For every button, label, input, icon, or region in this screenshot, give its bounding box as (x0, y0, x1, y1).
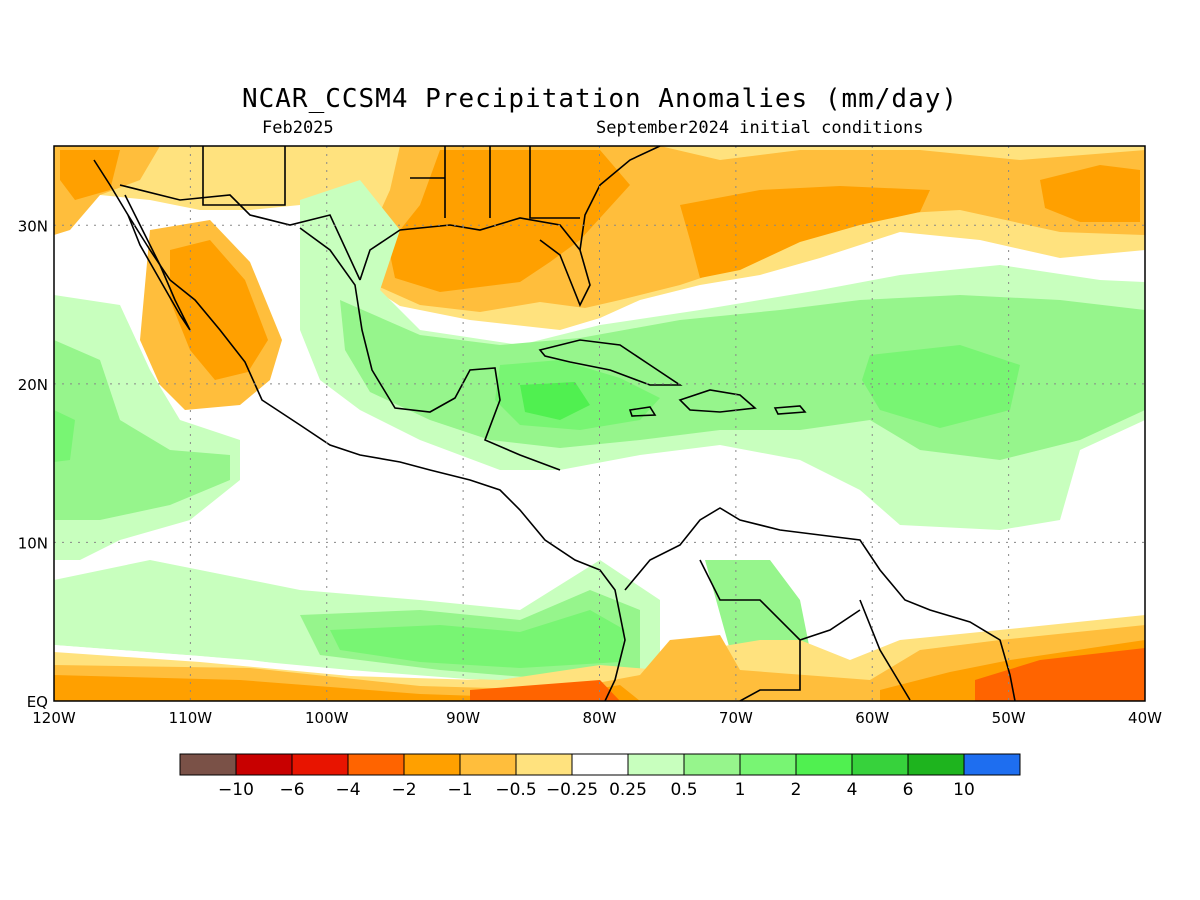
colorbar-label: 0.5 (670, 780, 697, 800)
init-conditions-label: September2024 initial conditions (596, 118, 924, 138)
map-frame (53, 145, 1146, 702)
colorbar-label: 6 (903, 780, 914, 800)
lon-tick-label: 120W (32, 709, 76, 727)
coastline-south-america (624, 507, 1016, 701)
colorbar-swatch (739, 753, 797, 776)
map-title: NCAR_CCSM4 Precipitation Anomalies (mm/d… (241, 84, 959, 114)
colorbar-swatch (347, 753, 405, 776)
coastline-cuba (538, 339, 683, 386)
latitude-labels: 30N 20N 10N EQ (18, 217, 48, 711)
anomaly-area-white-strip (54, 645, 480, 680)
colorbar-swatch (403, 753, 461, 776)
colorbar-swatch (515, 753, 573, 776)
lat-tick-label: 10N (18, 534, 48, 552)
colorbar-swatch (571, 753, 629, 776)
lon-tick-label: 110W (169, 709, 213, 727)
coastline-puerto-rico (773, 405, 807, 415)
anomaly-area-wet-caribbean-moderate (495, 345, 1020, 430)
lon-tick-label: 90W (446, 709, 480, 727)
colorbar-label: 2 (791, 780, 802, 800)
anomaly-area-wet-pacific-moderate (54, 410, 625, 668)
lon-tick-label: 100W (305, 709, 349, 727)
colorbar-label: 10 (953, 780, 975, 800)
anomaly-area-wet-pacific-light (54, 295, 660, 690)
colorbar-label: −6 (279, 780, 304, 800)
colorbar-swatch (459, 753, 517, 776)
anomaly-field (54, 146, 1145, 701)
colorbar-swatch (179, 753, 237, 776)
colorbar-swatch (235, 753, 293, 776)
colorbar-label: 0.25 (609, 780, 647, 800)
colorbar-swatch (683, 753, 741, 776)
colorbar-label: −0.25 (546, 780, 598, 800)
lon-tick-label: 60W (855, 709, 889, 727)
lat-tick-label: 20N (18, 376, 48, 394)
anomaly-area-dry-mexico-strong (170, 240, 268, 380)
border-us-states (202, 146, 580, 219)
colorbar-label: −0.5 (495, 780, 536, 800)
anomaly-area-dry-equator-severe (470, 648, 1145, 701)
colorbar-label: −2 (391, 780, 416, 800)
coastline-mexico-pacific (93, 159, 626, 701)
lon-tick-label: 70W (719, 709, 753, 727)
lon-tick-label: 40W (1128, 709, 1162, 727)
colorbar-label: −10 (218, 780, 254, 800)
coastline-us-atlantic (579, 146, 661, 251)
colorbar: −10 −6 −4 −2 −1 −0.5 −0.25 0.25 0.5 1 2 4 6 10 (179, 753, 1021, 800)
colorbar-swatch (795, 753, 853, 776)
colorbar-swatch (291, 753, 349, 776)
colorbar-label: 4 (847, 780, 858, 800)
colorbar-swatch (963, 753, 1021, 776)
coastline-hispaniola (678, 389, 757, 413)
colorbar-label: 1 (735, 780, 746, 800)
colorbar-label: −1 (447, 780, 472, 800)
lead-month-label: Feb2025 (262, 118, 334, 138)
coastline-jamaica (628, 406, 657, 417)
colorbar-swatch (627, 753, 685, 776)
lat-tick-label: 30N (18, 217, 48, 235)
graticule (54, 146, 1145, 701)
longitude-labels: 120W 110W 100W 90W 80W 70W 60W 50W 40W (32, 709, 1162, 727)
coastlines (93, 146, 1016, 701)
lat-tick-label: EQ (27, 693, 48, 711)
border-us-mexico (119, 184, 361, 281)
colorbar-label: −4 (335, 780, 360, 800)
lon-tick-label: 50W (992, 709, 1026, 727)
lon-tick-label: 80W (583, 709, 617, 727)
colorbar-swatch (907, 753, 965, 776)
colorbar-swatch (851, 753, 909, 776)
border-south-america-interior (699, 559, 911, 701)
coastline-gulf-of-mexico (299, 227, 561, 471)
anomaly-area-wet-caribbean-strong (520, 382, 590, 420)
